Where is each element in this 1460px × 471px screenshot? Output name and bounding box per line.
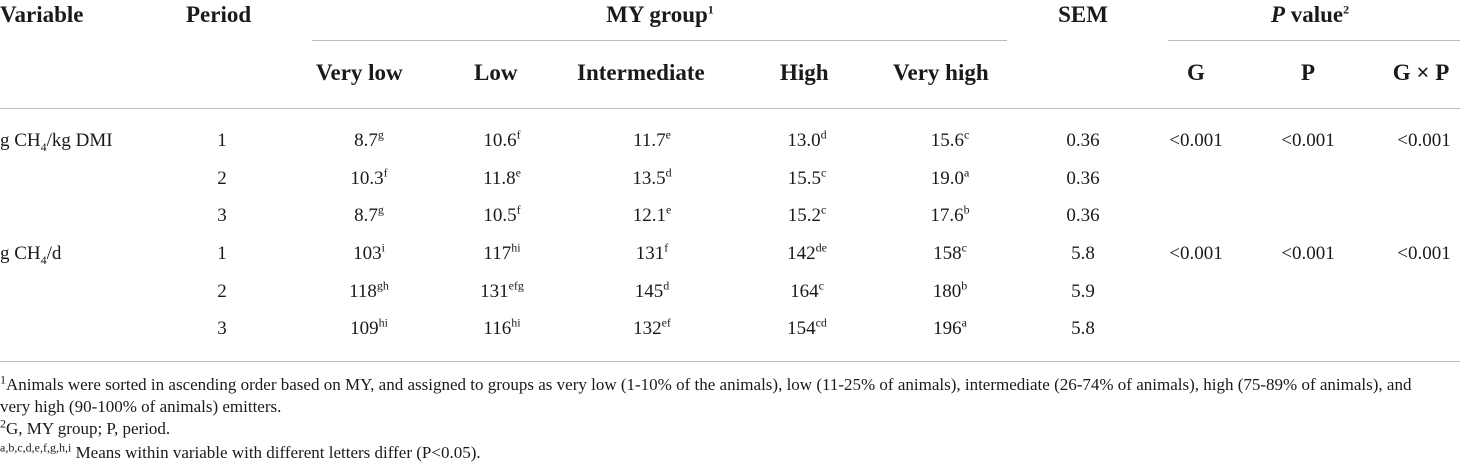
p-value-cell: <0.001	[1397, 243, 1451, 264]
period-cell: 1	[217, 243, 227, 264]
value-cell: 10.6f	[483, 127, 521, 151]
footnote-3: a,b,c,d,e,f,g,h,i Means within variable …	[0, 440, 481, 462]
value-cell: 11.8e	[483, 165, 521, 189]
value-cell: 12.1e	[632, 202, 672, 226]
footnote-1: 1Animals were sorted in ascending order …	[0, 372, 1412, 416]
header-p-p: P	[1300, 60, 1316, 85]
period-cell: 3	[217, 205, 227, 226]
value-cell: 164c	[790, 278, 824, 302]
value-cell: 103i	[353, 240, 385, 264]
value-cell: 117hi	[483, 240, 521, 264]
sem-cell: 5.8	[1071, 243, 1095, 264]
value-cell: 19.0a	[930, 165, 970, 189]
value-cell: 118gh	[349, 278, 389, 302]
value-cell: 131efg	[480, 278, 524, 302]
value-cell: 13.0d	[787, 127, 827, 151]
value-cell: 8.7g	[354, 127, 384, 151]
p-value-cell: <0.001	[1397, 130, 1451, 151]
header-group-high: High	[780, 60, 829, 85]
value-cell: 15.6c	[930, 127, 970, 151]
sem-cell: 0.36	[1066, 130, 1100, 151]
variable-label: g CH4/kg DMI	[0, 130, 113, 154]
p-value-rule	[1168, 40, 1460, 41]
p-value-cell: <0.001	[1169, 243, 1223, 264]
value-cell: 116hi	[483, 315, 521, 339]
value-cell: 11.7e	[633, 127, 671, 151]
period-cell: 2	[217, 281, 227, 302]
value-cell: 109hi	[350, 315, 388, 339]
header-sem: SEM	[1058, 2, 1108, 27]
value-cell: 180b	[932, 278, 968, 302]
header-bottom-rule	[0, 108, 1460, 109]
value-cell: 10.3f	[350, 165, 388, 189]
header-group-very-high: Very high	[893, 60, 989, 85]
header-period: Period	[186, 2, 252, 27]
value-cell: 132ef	[633, 315, 671, 339]
value-cell: 15.5c	[787, 165, 827, 189]
value-cell: 158c	[933, 240, 967, 264]
period-cell: 3	[217, 318, 227, 339]
value-cell: 142de	[787, 240, 827, 264]
value-cell: 154cd	[787, 315, 827, 339]
value-cell: 131f	[635, 240, 669, 264]
header-variable: Variable	[0, 2, 84, 27]
header-p-gxp: G × P	[1392, 60, 1450, 85]
sem-cell: 5.9	[1071, 281, 1095, 302]
sem-cell: 0.36	[1066, 168, 1100, 189]
header-p-g: G	[1187, 60, 1205, 85]
sem-cell: 0.36	[1066, 205, 1100, 226]
value-cell: 196a	[933, 315, 967, 339]
value-cell: 15.2c	[787, 202, 827, 226]
value-cell: 13.5d	[632, 165, 672, 189]
my-group-rule	[312, 40, 1007, 41]
value-cell: 8.7g	[354, 202, 384, 226]
footnote-2: 2G, MY group; P, period.	[0, 416, 171, 438]
header-group-very-low: Very low	[316, 60, 403, 85]
value-cell: 17.6b	[930, 202, 970, 226]
variable-label: g CH4/d	[0, 243, 62, 267]
p-value-cell: <0.001	[1169, 130, 1223, 151]
period-cell: 1	[217, 130, 227, 151]
header-my-group: MY group1	[606, 2, 714, 27]
header-group-low: Low	[474, 60, 518, 85]
value-cell: 145d	[634, 278, 670, 302]
header-p-value: P value2	[1270, 2, 1350, 27]
table-bottom-rule	[0, 361, 1460, 362]
header-group-intermediate: Intermediate	[577, 60, 705, 85]
value-cell: 10.5f	[483, 202, 521, 226]
p-value-cell: <0.001	[1281, 243, 1335, 264]
sem-cell: 5.8	[1071, 318, 1095, 339]
p-value-cell: <0.001	[1281, 130, 1335, 151]
period-cell: 2	[217, 168, 227, 189]
